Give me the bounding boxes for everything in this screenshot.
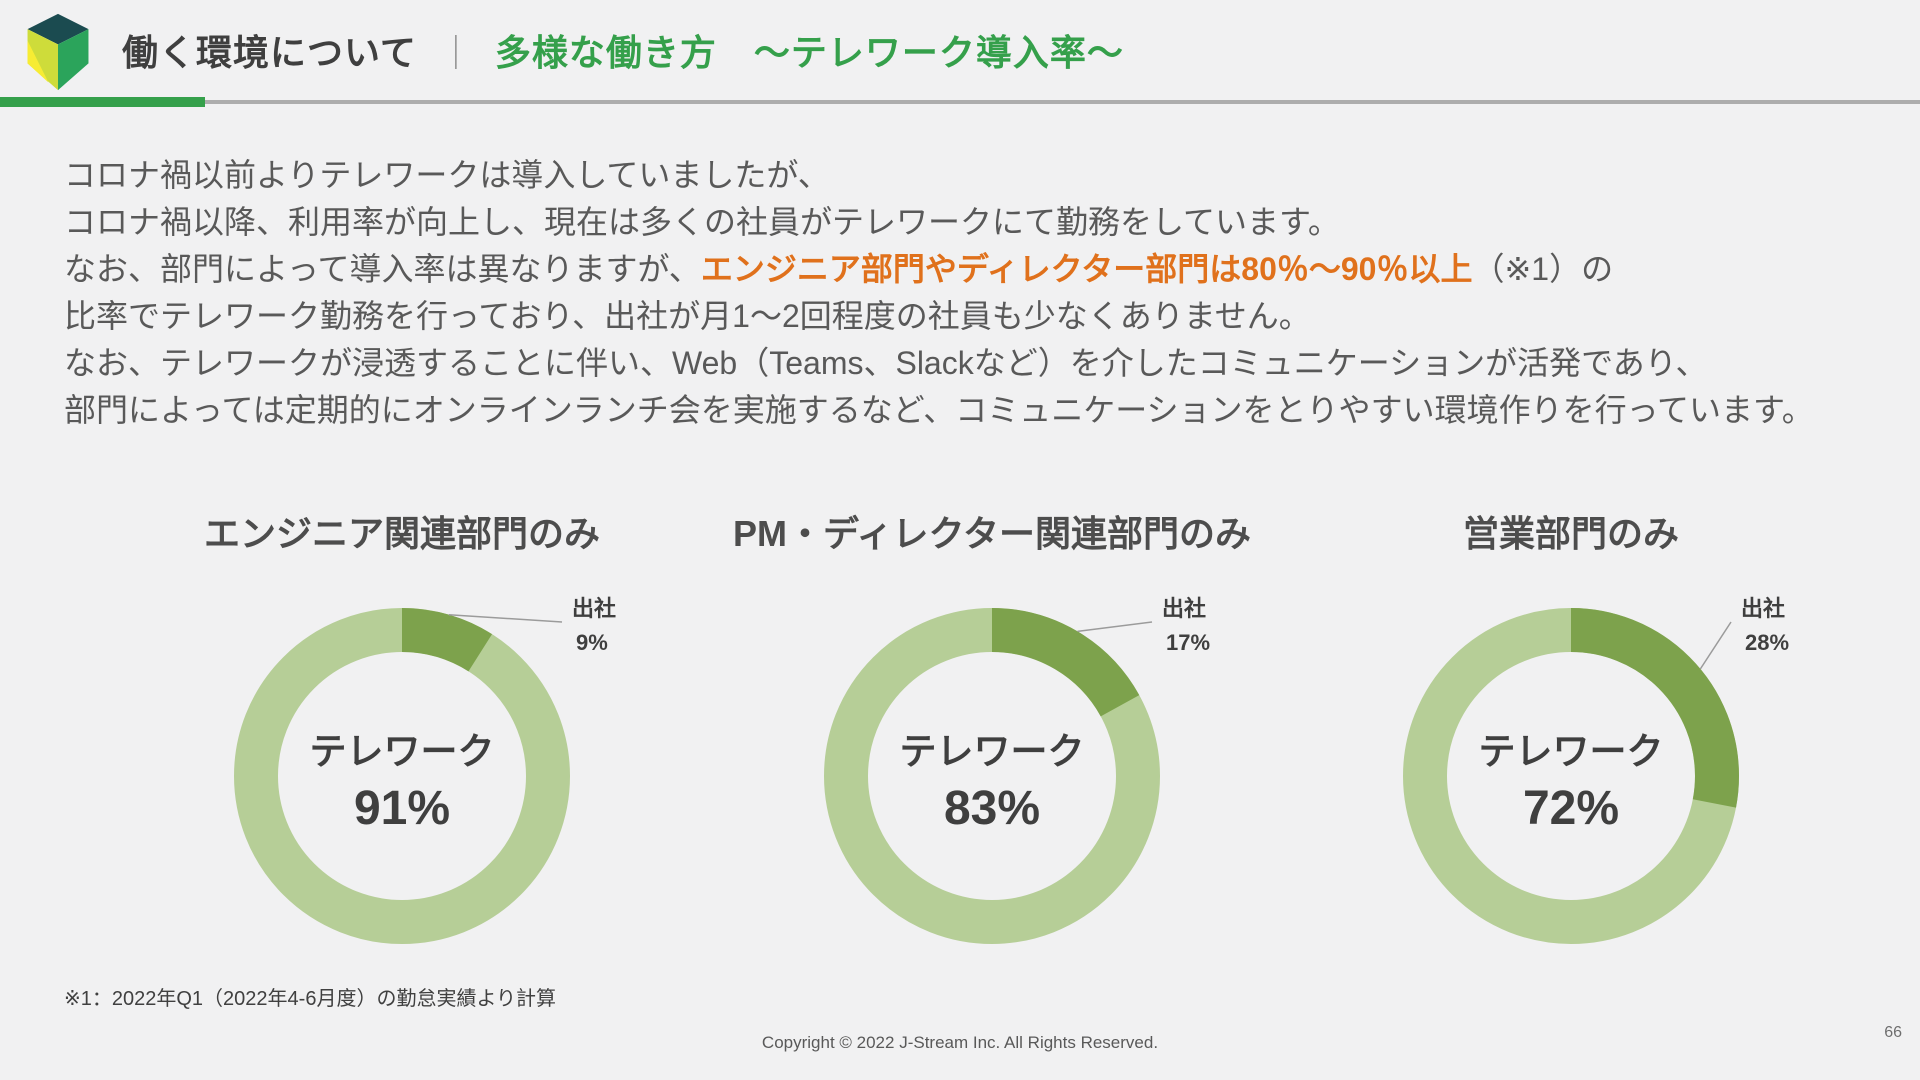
title-separator: ｜ bbox=[438, 34, 473, 73]
callout-value: 17% bbox=[1166, 630, 1210, 655]
callout-label: 出社 bbox=[1162, 596, 1206, 621]
telework-arc bbox=[234, 608, 570, 944]
logo-left-face bbox=[27, 29, 58, 91]
header-divider-line bbox=[0, 100, 1920, 104]
section-title: 働く環境について bbox=[122, 32, 417, 73]
logo-left-bottom-face bbox=[27, 40, 49, 83]
callout-line bbox=[1699, 621, 1732, 670]
intro-paragraph: コロナ禍以前よりテレワークは導入していましたが、 コロナ禍以降、利用率が向上し、… bbox=[64, 152, 1864, 434]
header-divider-accent bbox=[0, 97, 205, 107]
page-number: 66 bbox=[1884, 1024, 1902, 1041]
callout-line bbox=[448, 613, 563, 623]
page-title: 働く環境について ｜ 多様な働き方 ～テレワーク導入率～ bbox=[122, 0, 1124, 100]
logo-right-face bbox=[58, 29, 89, 91]
intro-line-3-after: （※1）の bbox=[1472, 251, 1614, 287]
callout-value: 9% bbox=[576, 630, 608, 655]
office-arc bbox=[234, 608, 570, 944]
logo-top-face bbox=[27, 13, 89, 45]
chart-title: エンジニア関連部門のみ bbox=[203, 513, 601, 554]
jstream-logo-icon bbox=[27, 13, 89, 91]
callout-value: 28% bbox=[1745, 630, 1789, 655]
center-value: 91% bbox=[354, 782, 450, 835]
center-label: テレワーク bbox=[900, 731, 1085, 772]
intro-line-2: コロナ禍以降、利用率が向上し、現在は多くの社員がテレワークにて勤務をしています。 bbox=[64, 204, 1340, 240]
callout-line bbox=[1077, 621, 1153, 633]
intro-line-3-highlight: エンジニア部門やディレクター部門は80％～90％以上 bbox=[700, 251, 1473, 287]
donut-chart-sales: 営業部門のみ 出社 28% テレワーク 72% bbox=[1401, 495, 1831, 1055]
intro-line-3-before: なお、部門によって導入率は異なりますが、 bbox=[64, 251, 701, 287]
donut-chart-svg: 出社 17% テレワーク 83% bbox=[824, 596, 1210, 944]
center-label: テレワーク bbox=[310, 731, 495, 772]
topic-title: 多様な働き方 ～テレワーク導入率～ bbox=[494, 32, 1124, 73]
donut-chart-svg: 出社 28% テレワーク 72% bbox=[1403, 596, 1789, 944]
intro-line-5: なお、テレワークが浸透することに伴い、Web（Teams、Slackなど）を介し… bbox=[64, 345, 1708, 381]
intro-line-3: なお、部門によって導入率は異なりますが、エンジニア部門やディレクター部門は80％… bbox=[64, 246, 1864, 293]
donut-chart-engineering: エンジニア関連部門のみ 出社 9% テレワーク 91% bbox=[204, 495, 662, 1055]
office-arc bbox=[824, 608, 1160, 944]
center-value: 72% bbox=[1523, 782, 1619, 835]
intro-line-1: コロナ禍以前よりテレワークは導入していましたが、 bbox=[64, 157, 830, 193]
chart-title: PM・ディレクター関連部門のみ bbox=[732, 513, 1252, 554]
callout-label: 出社 bbox=[572, 596, 616, 621]
callout-label: 出社 bbox=[1741, 596, 1785, 621]
center-label: テレワーク bbox=[1479, 731, 1664, 772]
donut-chart-pm-director: PM・ディレクター関連部門のみ 出社 17% テレワーク 83% bbox=[733, 495, 1252, 1055]
intro-line-6: 部門によっては定期的にオンラインランチ会を実施するなど、コミュニケーションをとり… bbox=[64, 392, 1814, 428]
slide-header: 働く環境について ｜ 多様な働き方 ～テレワーク導入率～ bbox=[0, 0, 1920, 110]
office-arc bbox=[1403, 608, 1739, 944]
donut-chart-svg: 出社 9% テレワーク 91% bbox=[234, 596, 616, 944]
copyright-text: Copyright © 2022 J-Stream Inc. All Right… bbox=[761, 1033, 1159, 1052]
footnote: ※1：2022年Q1（2022年4-6月度）の勤怠実績より計算 bbox=[64, 988, 557, 1010]
center-value: 83% bbox=[944, 782, 1040, 835]
intro-line-4: 比率でテレワーク勤務を行っており、出社が月1～2回程度の社員も少なくありません。 bbox=[64, 298, 1311, 334]
chart-title: 営業部門のみ bbox=[1462, 513, 1680, 554]
